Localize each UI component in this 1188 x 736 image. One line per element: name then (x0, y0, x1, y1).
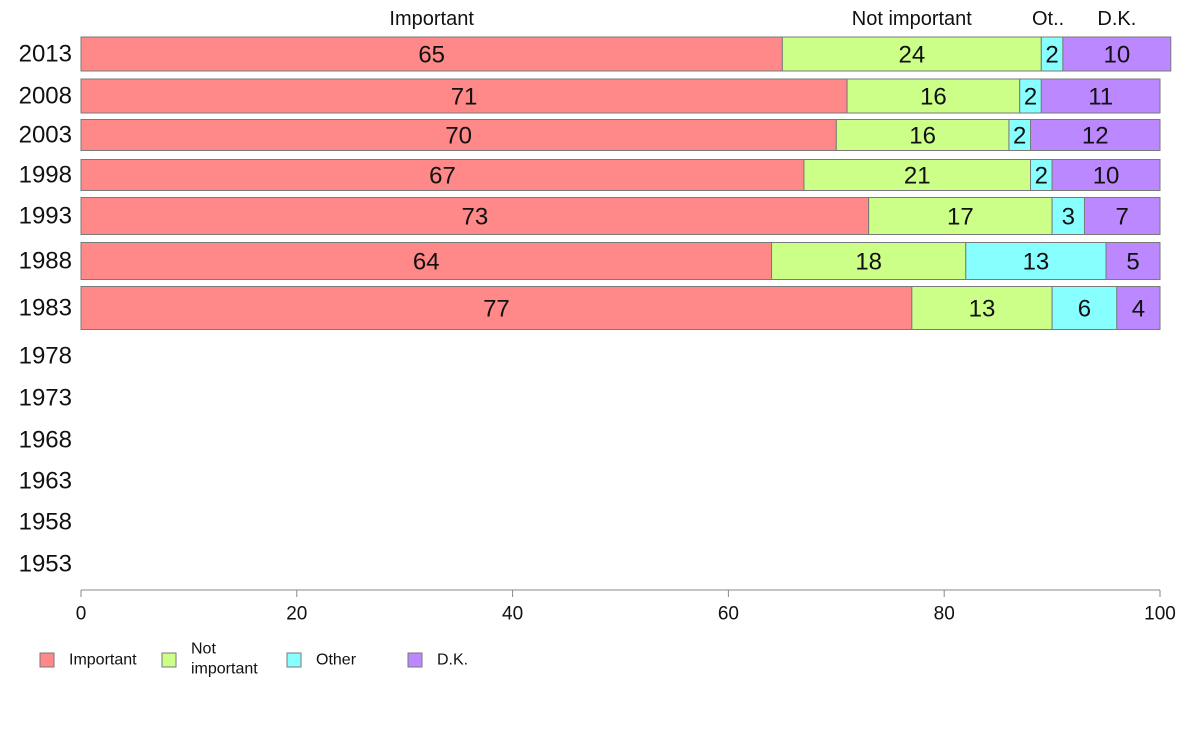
bar-1993-d-k (1083, 197, 1161, 235)
legend-label-1: Not important (191, 641, 258, 678)
x-tick-label-80: 80 (934, 604, 955, 625)
bar-2013-important (80, 36, 783, 72)
legend-label-3: D.K. (437, 652, 468, 669)
year-label-1973: 1973 (19, 385, 72, 412)
bar-1998-not-important (803, 159, 1032, 191)
legend-label-2: Other (316, 652, 357, 669)
data-label-1983-0: 77 (483, 296, 510, 323)
top-series-label-0: Important (389, 8, 474, 30)
year-label-1978: 1978 (19, 343, 72, 370)
year-label-2008: 2008 (19, 83, 72, 110)
data-label-1988-3: 5 (1126, 249, 1139, 276)
data-label-1983-3: 4 (1132, 296, 1145, 323)
legend-swatch-0 (39, 652, 55, 668)
bar-2008-not-important (846, 78, 1021, 114)
data-label-2008-1: 16 (920, 84, 947, 111)
data-label-1993-1: 17 (947, 204, 974, 231)
bar-1983-d-k (1116, 286, 1161, 330)
bar-2013-d-k (1062, 36, 1172, 72)
data-label-2003-1: 16 (909, 123, 936, 150)
x-tick-label-60: 60 (718, 604, 739, 625)
legend-swatch-3 (407, 652, 423, 668)
top-series-label-2: Ot.. (1032, 8, 1064, 30)
year-label-2003: 2003 (19, 122, 72, 149)
legend-swatch-1 (161, 652, 177, 668)
data-label-2003-0: 70 (445, 123, 472, 150)
top-series-label-3: D.K. (1097, 8, 1136, 30)
bar-1998-d-k (1051, 159, 1161, 191)
data-label-1993-0: 73 (461, 204, 488, 231)
data-label-1983-2: 6 (1078, 296, 1091, 323)
data-label-1998-3: 10 (1093, 163, 1120, 190)
data-label-1998-1: 21 (904, 163, 931, 190)
x-tick-label-20: 20 (286, 604, 307, 625)
data-label-1998-0: 67 (429, 163, 456, 190)
data-label-2013-0: 65 (418, 42, 445, 69)
bar-2008-important (80, 78, 848, 114)
data-label-2008-0: 71 (451, 84, 478, 111)
bar-2008-d-k (1040, 78, 1161, 114)
legend-label-0: Important (69, 652, 137, 669)
data-label-1988-0: 64 (413, 249, 440, 276)
bar-1988-not-important (771, 242, 967, 280)
bar-1988-d-k (1105, 242, 1161, 280)
data-label-2008-2: 2 (1024, 84, 1037, 111)
legend-swatch-2 (286, 652, 302, 668)
data-label-2003-2: 2 (1013, 123, 1026, 150)
year-label-2013: 2013 (19, 41, 72, 68)
x-tick-label-40: 40 (502, 604, 523, 625)
year-label-1963: 1963 (19, 468, 72, 495)
data-label-1988-2: 13 (1023, 249, 1050, 276)
bar-1983-not-important (911, 286, 1053, 330)
year-label-1988: 1988 (19, 248, 72, 275)
data-label-2013-3: 10 (1103, 42, 1130, 69)
year-label-1968: 1968 (19, 427, 72, 454)
x-tick-label-0: 0 (76, 604, 87, 625)
bar-1993-important (80, 197, 870, 235)
year-label-1993: 1993 (19, 203, 72, 230)
top-series-label-1: Not important (852, 8, 972, 30)
bar-2003-important (80, 119, 837, 151)
bar-1993-other (1051, 197, 1085, 235)
year-label-1983: 1983 (19, 295, 72, 322)
year-label-1953: 1953 (19, 551, 72, 578)
bar-2003-d-k (1030, 119, 1161, 151)
data-label-1988-1: 18 (855, 249, 882, 276)
data-label-2003-3: 12 (1082, 123, 1109, 150)
data-label-1993-2: 3 (1062, 204, 1075, 231)
bar-1993-not-important (868, 197, 1053, 235)
data-label-1983-1: 13 (969, 296, 996, 323)
bar-2013-not-important (781, 36, 1042, 72)
bar-1983-important (80, 286, 913, 330)
data-label-1998-2: 2 (1035, 163, 1048, 190)
data-label-2013-2: 2 (1045, 42, 1058, 69)
year-label-1958: 1958 (19, 509, 72, 536)
data-label-2008-3: 11 (1088, 84, 1113, 111)
x-tick-label-100: 100 (1144, 604, 1176, 625)
data-label-1993-3: 7 (1116, 204, 1129, 231)
bar-1988-important (80, 242, 773, 280)
data-label-2013-1: 24 (898, 42, 925, 69)
bar-2003-not-important (835, 119, 1010, 151)
year-label-1998: 1998 (19, 162, 72, 189)
bar-1998-important (80, 159, 805, 191)
